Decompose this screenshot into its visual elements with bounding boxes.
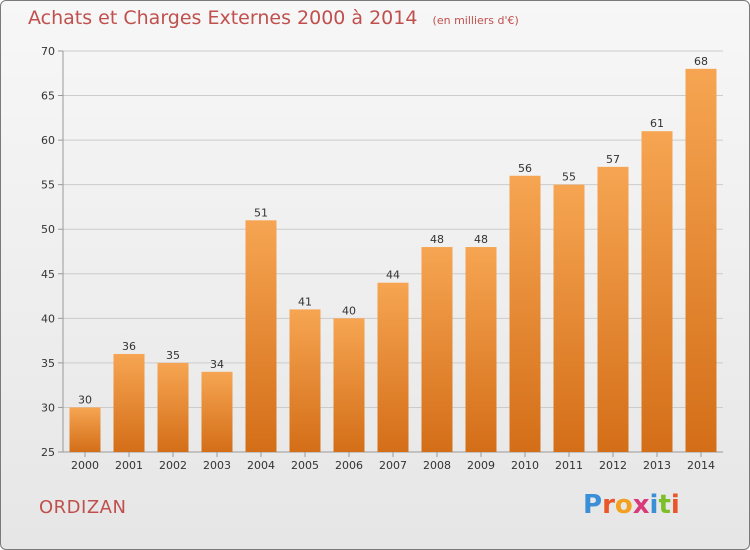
y-tick-label: 65 <box>41 90 55 103</box>
x-tick-label: 2012 <box>599 459 627 472</box>
bar-2011 <box>553 184 585 452</box>
x-tick-label: 2000 <box>71 459 99 472</box>
bar-2008 <box>421 247 453 452</box>
x-tick-label: 2009 <box>467 459 495 472</box>
value-label: 56 <box>518 162 532 175</box>
value-label: 30 <box>78 393 92 406</box>
value-label: 34 <box>210 358 224 371</box>
x-tick-label: 2014 <box>687 459 715 472</box>
x-tick-label: 2006 <box>335 459 363 472</box>
x-tick-label: 2013 <box>643 459 671 472</box>
logo-letter: r <box>602 490 615 520</box>
bar-2001 <box>113 353 145 452</box>
bar-layer <box>69 68 717 453</box>
bar-2005 <box>289 309 321 452</box>
bar-2012 <box>597 166 629 452</box>
label-layer: 30 2000 36 2001 35 2002 34 2003 51 2004 41 2005 40 20… <box>71 55 715 472</box>
logo-letter: i <box>670 490 680 520</box>
chart-title: Achats et Charges Externes 2000 à 2014 <box>28 7 418 29</box>
proxiti-logo[interactable]: Proxiti <box>583 490 680 520</box>
value-label: 68 <box>694 55 708 68</box>
bar-2004 <box>245 220 277 452</box>
value-label: 40 <box>342 304 356 317</box>
x-tick-label: 2008 <box>423 459 451 472</box>
logo-letter: i <box>649 490 659 520</box>
y-tick-label: 40 <box>41 312 55 325</box>
value-label: 48 <box>474 233 488 246</box>
value-label: 61 <box>650 117 664 130</box>
y-tick-label: 45 <box>41 268 55 281</box>
x-tick-label: 2005 <box>291 459 319 472</box>
y-tick-label: 60 <box>41 134 55 147</box>
x-tick-label: 2007 <box>379 459 407 472</box>
bar-2003 <box>201 371 233 452</box>
value-label: 41 <box>298 295 312 308</box>
y-tick-label: 55 <box>41 179 55 192</box>
bar-2007 <box>377 282 409 452</box>
bar-2010 <box>509 175 541 452</box>
value-label: 55 <box>562 171 576 184</box>
value-label: 57 <box>606 153 620 166</box>
value-label: 51 <box>254 206 268 219</box>
x-tick-label: 2002 <box>159 459 187 472</box>
bar-2000 <box>69 407 101 452</box>
bar-2009 <box>465 247 497 452</box>
x-tick-label: 2004 <box>247 459 275 472</box>
y-tick-label: 70 <box>41 45 55 58</box>
logo-letter: x <box>632 490 650 520</box>
value-label: 48 <box>430 233 444 246</box>
logo-letter: P <box>583 490 603 520</box>
commune-name: ORDIZAN <box>39 497 127 518</box>
bar-2002 <box>157 362 189 452</box>
y-tick-label: 35 <box>41 357 55 370</box>
x-tick-label: 2010 <box>511 459 539 472</box>
y-tick-label: 30 <box>41 401 55 414</box>
logo-letter: o <box>614 490 633 520</box>
x-tick-label: 2011 <box>555 459 583 472</box>
value-label: 36 <box>122 340 136 353</box>
x-tick-label: 2001 <box>115 459 143 472</box>
value-label: 35 <box>166 349 180 362</box>
title-row: Achats et Charges Externes 2000 à 2014 (… <box>28 7 519 29</box>
x-tick-label: 2003 <box>203 459 231 472</box>
chart-subtitle: (en milliers d'€) <box>432 14 519 27</box>
logo-letter: t <box>658 490 671 520</box>
bar-2014 <box>685 68 717 453</box>
y-tick-label: 50 <box>41 223 55 236</box>
y-tick-label: 25 <box>41 446 55 459</box>
bar-2006 <box>333 318 365 452</box>
bar-2013 <box>641 131 673 452</box>
value-label: 44 <box>386 269 400 282</box>
